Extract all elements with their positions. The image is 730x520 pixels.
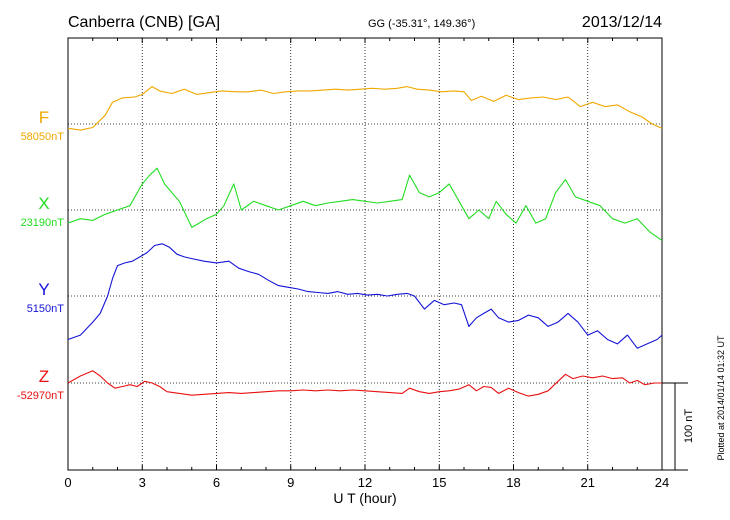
x-tick-label: 6 — [213, 475, 220, 490]
series-baseline-x: 23190nT — [21, 217, 65, 229]
series-baseline-z: -52970nT — [17, 390, 64, 402]
x-tick-label: 21 — [581, 475, 595, 490]
series-line-z — [67, 370, 662, 397]
scale-bar: 100 nT — [662, 382, 695, 471]
station-title: Canberra (CNB) [GA] — [68, 14, 220, 31]
x-tick-label: 12 — [358, 475, 372, 490]
series-name-y: Y — [38, 280, 49, 299]
x-tick-label: 0 — [64, 475, 71, 490]
series-lines — [67, 86, 663, 397]
series-line-y — [67, 243, 663, 349]
x-tick-label: 18 — [506, 475, 520, 490]
series-labels: F 58050nT X 23190nT Y 5150nT Z -52970nT — [17, 108, 64, 402]
gridlines — [68, 38, 662, 470]
x-tick-label: 3 — [139, 475, 146, 490]
x-axis-ticks: 0 3 6 9 12 15 18 21 24 — [64, 38, 669, 490]
x-tick-label: 9 — [287, 475, 294, 490]
series-name-z: Z — [39, 367, 49, 386]
x-tick-label: 15 — [432, 475, 446, 490]
series-baseline-y: 5150nT — [27, 303, 65, 315]
series-name-f: F — [39, 108, 49, 127]
date-label: 2013/12/14 — [582, 14, 662, 31]
x-axis-label: U T (hour) — [333, 490, 396, 506]
x-tick-label: 24 — [655, 475, 669, 490]
coordinates-label: GG (-35.31°, 149.36°) — [368, 18, 475, 30]
plotted-note: Plotted at 2014/01/14 01:32 UT — [716, 335, 726, 461]
series-name-x: X — [38, 194, 49, 213]
scale-bar-label: 100 nT — [683, 409, 695, 444]
series-line-x — [67, 167, 663, 241]
series-baseline-f: 58050nT — [21, 131, 65, 143]
series-line-f — [67, 86, 663, 131]
